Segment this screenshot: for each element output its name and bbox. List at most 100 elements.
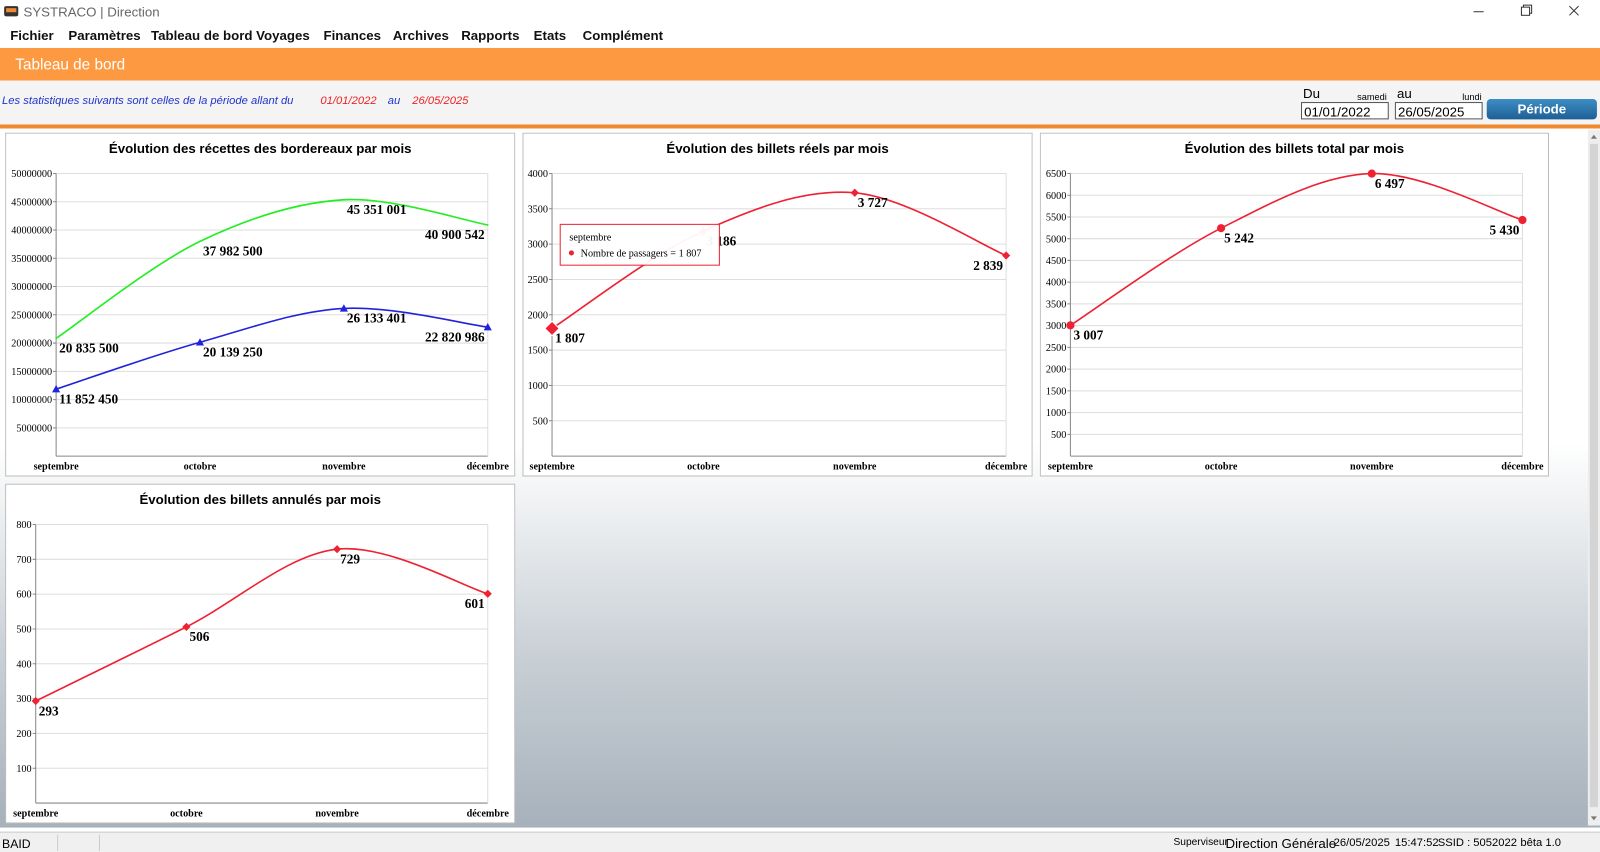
data-label: 506 [189,629,209,644]
x-tick-label: septembre [13,808,59,819]
data-point [55,337,57,340]
y-tick-label: 5000000 [16,423,52,434]
x-tick-label: décembre [985,461,1028,472]
menu-item[interactable]: Rapports [461,27,520,43]
period-to: 26/05/2025 [412,94,469,108]
x-tick-label: décembre [1501,461,1544,472]
scrollbar[interactable] [1587,129,1600,826]
chart-panel: Évolution des récettes des bordereaux pa… [5,132,516,477]
x-tick-label: octobre [687,461,720,472]
y-tick-label: 10000000 [11,395,52,406]
data-label: 293 [39,703,59,718]
panel-background [522,132,1033,477]
from-date-input[interactable]: 01/01/2022 [1301,102,1389,120]
data-label: 2 839 [973,258,1003,273]
data-label: 6 497 [1375,176,1405,191]
y-tick-label: 100 [16,764,31,775]
menu-item[interactable]: Finances [323,27,381,43]
line-series [55,198,488,340]
x-tick-label: octobre [170,808,203,819]
period-bar: Les statistiques suivants sont celles de… [0,80,1600,125]
chart-title: Évolution des billets réels par mois [666,141,888,156]
y-tick-label: 1000 [528,381,548,392]
window-controls[interactable] [1459,0,1600,23]
y-tick-label: 2000 [1046,365,1066,376]
y-tick-label: 3000 [1046,321,1066,332]
x-tick-label: décembre [467,808,510,819]
data-label: 1 807 [555,331,585,346]
data-point [1217,224,1226,233]
x-tick-label: octobre [184,461,217,472]
y-tick-label: 4000 [1046,278,1066,289]
menu-item[interactable]: Voyages [256,27,310,43]
y-tick-label: 25000000 [11,310,52,321]
to-label: au [1396,85,1412,102]
data-point [339,304,348,312]
x-tick-label: septembre [1048,461,1094,472]
period-button[interactable]: Période [1486,98,1597,120]
y-tick-label: 1500 [528,346,548,357]
data-point [1066,321,1075,330]
y-tick-label: 2500 [1046,343,1066,354]
y-tick-label: 200 [16,729,31,740]
menu-item[interactable]: Paramètres [68,27,141,43]
chart-panel: Évolution des billets annulés par mois 10… [5,483,516,824]
status-left: BAID [2,836,31,852]
panel-background [5,483,516,824]
y-tick-label: 300 [16,694,31,705]
y-tick-label: 4500 [1046,256,1066,267]
y-tick-label: 5000 [1046,234,1066,245]
y-tick-label: 3500 [528,204,548,215]
y-tick-label: 35000000 [11,254,52,265]
data-point [195,338,205,346]
y-tick-label: 1000 [1046,408,1066,419]
panel-background [5,132,516,477]
y-tick-label: 400 [16,659,31,670]
data-point [52,385,61,393]
x-tick-label: novembre [833,461,877,472]
data-point [1367,169,1376,178]
y-tick-label: 4000 [528,169,548,180]
data-label: 11 852 450 [59,391,118,406]
menu-item[interactable]: Fichier [10,27,54,43]
line-series [55,307,488,390]
to-date-input[interactable]: 26/05/2025 [1394,102,1483,120]
to-day: lundi [1462,91,1482,103]
banner-title: Tableau de bord [15,56,126,74]
data-point [1002,251,1011,260]
y-tick-label: 2000 [528,310,548,321]
status-time: 15:47:52 [1394,836,1439,849]
menu-item[interactable]: Tableau de bord [151,27,253,43]
status-ssid: SSID : 5052022 [1437,836,1518,849]
data-label: 601 [465,596,485,611]
y-tick-label: 50000000 [11,169,52,180]
status-version: bêta 1.0 [1520,836,1561,849]
data-label: 729 [340,551,360,566]
data-label: 20 139 250 [203,345,263,360]
from-label: Du [1303,85,1321,102]
period-text: Les statistiques suivants sont celles de… [2,94,294,108]
status-bar: BAID Superviseur Direction Générale 26/0… [0,831,1600,852]
y-tick-label: 20000000 [11,339,52,350]
menu-item[interactable]: Complément [582,27,663,43]
period-to-word: au [387,94,401,108]
data-point [343,198,345,201]
y-tick-label: 30000000 [11,282,52,293]
data-label: 3 727 [858,195,888,210]
data-point [483,589,492,598]
x-tick-label: novembre [322,461,366,472]
window-title: SYSTRACO | Direction [23,4,160,20]
tooltip: septembre Nombre de passagers = 1 807 [559,223,720,266]
y-tick-label: 800 [16,520,31,531]
period-from: 01/01/2022 [320,94,377,108]
data-label: 40 900 542 [425,227,485,242]
menu-item[interactable]: Archives [392,27,449,43]
y-tick-label: 500 [16,625,31,636]
data-label: 5 430 [1490,222,1520,237]
y-tick-label: 40000000 [11,226,52,237]
y-tick-label: 500 [533,416,548,427]
data-label: 20 835 500 [59,341,119,356]
menu-item[interactable]: Etats [533,27,567,43]
chart-title: Évolution des billets annulés par mois [139,492,381,507]
